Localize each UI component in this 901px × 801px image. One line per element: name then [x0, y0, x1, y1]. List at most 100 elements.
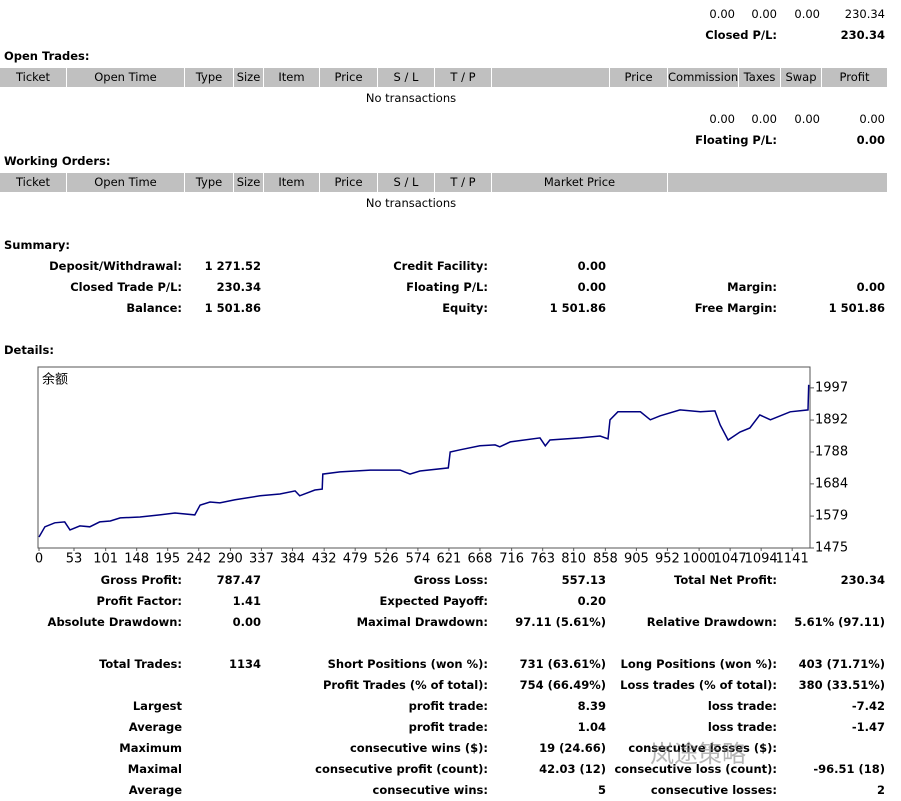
- stat-label: Gross Profit:: [100, 573, 182, 587]
- stat-label: consecutive losses ($):: [628, 741, 777, 755]
- total-value: 0.00: [859, 112, 885, 126]
- stat-value: 1 501.86: [549, 301, 606, 315]
- section-title: Open Trades:: [4, 49, 90, 63]
- x-tick-label: 101: [93, 552, 118, 567]
- stat-label: Closed Trade P/L:: [70, 280, 182, 294]
- stat-label: consecutive loss (count):: [614, 762, 777, 776]
- header-cell: Size: [234, 68, 264, 87]
- header-cell: Ticket: [0, 68, 67, 87]
- stat-value: 1 271.52: [204, 259, 261, 273]
- stat-label: Gross Loss:: [413, 573, 488, 587]
- stat-value: -1.47: [851, 720, 885, 734]
- section-title: Details:: [4, 343, 54, 357]
- stat-label: loss trade:: [707, 699, 777, 713]
- stat-value: 5: [597, 783, 606, 797]
- x-tick-label: 0: [35, 552, 43, 567]
- x-tick-label: 53: [66, 552, 83, 567]
- header-cell: Item: [264, 68, 320, 87]
- stat-value: 5.61% (97.11): [794, 615, 885, 629]
- balance-line: [38, 384, 810, 538]
- stat-value: 731 (63.61%): [519, 657, 606, 671]
- y-tick-label: 1579: [815, 509, 848, 524]
- stat-value: 0.20: [577, 594, 606, 608]
- stat-value: 557.13: [561, 573, 606, 587]
- total-value: 0.00: [709, 7, 735, 21]
- stat-value: 787.47: [216, 573, 261, 587]
- stat-value: 2: [876, 783, 885, 797]
- stat-label: Average: [128, 720, 182, 734]
- stat-label: Absolute Drawdown:: [47, 615, 182, 629]
- watermark: 岚途策略: [650, 740, 746, 768]
- stat-value: 1134: [228, 657, 261, 671]
- x-tick-label: 716: [499, 552, 524, 567]
- stat-label: consecutive wins ($):: [349, 741, 488, 755]
- stat-value: 754 (66.49%): [519, 678, 606, 692]
- header-cell: Ticket: [0, 173, 67, 192]
- x-tick-label: 384: [280, 552, 305, 567]
- header-cell: Size: [234, 173, 264, 192]
- stat-label: Relative Drawdown:: [646, 615, 777, 629]
- x-tick-label: 432: [312, 552, 337, 567]
- stat-value: 19 (24.66): [539, 741, 606, 755]
- stat-value: 0.00: [577, 259, 606, 273]
- stat-label: Profit Trades (% of total):: [322, 678, 488, 692]
- stat-label: Balance:: [126, 301, 182, 315]
- stat-label: Profit Factor:: [96, 594, 182, 608]
- stat-value: 1.41: [232, 594, 261, 608]
- x-tick-label: 242: [186, 552, 211, 567]
- stat-value: 403 (71.71%): [798, 657, 885, 671]
- stat-label: Free Margin:: [694, 301, 777, 315]
- x-tick-label: 905: [624, 552, 649, 567]
- header-cell: Taxes: [739, 68, 781, 87]
- empty-note: No transactions: [365, 91, 457, 105]
- y-tick-label: 1475: [815, 541, 848, 556]
- y-tick-label: 1788: [815, 444, 848, 459]
- header-cell: Type: [185, 173, 234, 192]
- closed-pl-label: Closed P/L:: [705, 28, 777, 42]
- header-cell: Price: [320, 68, 378, 87]
- header-cell: Profit: [822, 68, 888, 87]
- section-title: Working Orders:: [4, 154, 111, 168]
- floating-pl-value: 0.00: [856, 133, 885, 147]
- x-tick-label: 526: [374, 552, 399, 567]
- stat-value: 1.04: [577, 720, 606, 734]
- stat-label: Deposit/Withdrawal:: [49, 259, 182, 273]
- y-tick-label: 1997: [815, 380, 848, 395]
- stat-label: Floating P/L:: [406, 280, 488, 294]
- header-cell: S / L: [378, 173, 435, 192]
- x-tick-label: 148: [124, 552, 149, 567]
- total-value: 0.00: [751, 7, 777, 21]
- stat-label: Short Positions (won %):: [327, 657, 488, 671]
- empty-note: No transactions: [365, 196, 457, 210]
- stat-label: Loss trades (% of total):: [620, 678, 777, 692]
- x-tick-label: 574: [405, 552, 430, 567]
- stat-label: loss trade:: [707, 720, 777, 734]
- y-tick-label: 1684: [815, 476, 848, 491]
- section-title: Summary:: [4, 238, 70, 252]
- stat-label: Average: [128, 783, 182, 797]
- stat-label: Long Positions (won %):: [620, 657, 778, 671]
- total-value: 0.00: [751, 112, 777, 126]
- header-cell: T / P: [435, 173, 492, 192]
- stat-label: Expected Payoff:: [379, 594, 489, 608]
- y-tick-label: 1892: [815, 413, 848, 428]
- stat-value: 1 501.86: [828, 301, 885, 315]
- stat-value: 230.34: [216, 280, 261, 294]
- x-tick-label: 621: [437, 552, 462, 567]
- stat-value: 0.00: [856, 280, 885, 294]
- x-tick-label: 952: [655, 552, 680, 567]
- stat-value: -96.51 (18): [813, 762, 885, 776]
- x-tick-label: 1141: [776, 552, 809, 567]
- header-cell: S / L: [378, 68, 435, 87]
- stat-value: 8.39: [577, 699, 606, 713]
- header-cell: [492, 68, 610, 87]
- stat-value: 0.00: [577, 280, 606, 294]
- total-value: 230.34: [844, 7, 885, 21]
- stat-label: Maximum: [119, 741, 182, 755]
- stat-label: Maximal Drawdown:: [356, 615, 488, 629]
- stat-label: Equity:: [442, 301, 488, 315]
- x-tick-label: 1047: [714, 552, 747, 567]
- stat-label: Maximal: [127, 762, 182, 776]
- stat-value: 97.11 (5.61%): [515, 615, 606, 629]
- x-tick-label: 763: [530, 552, 555, 567]
